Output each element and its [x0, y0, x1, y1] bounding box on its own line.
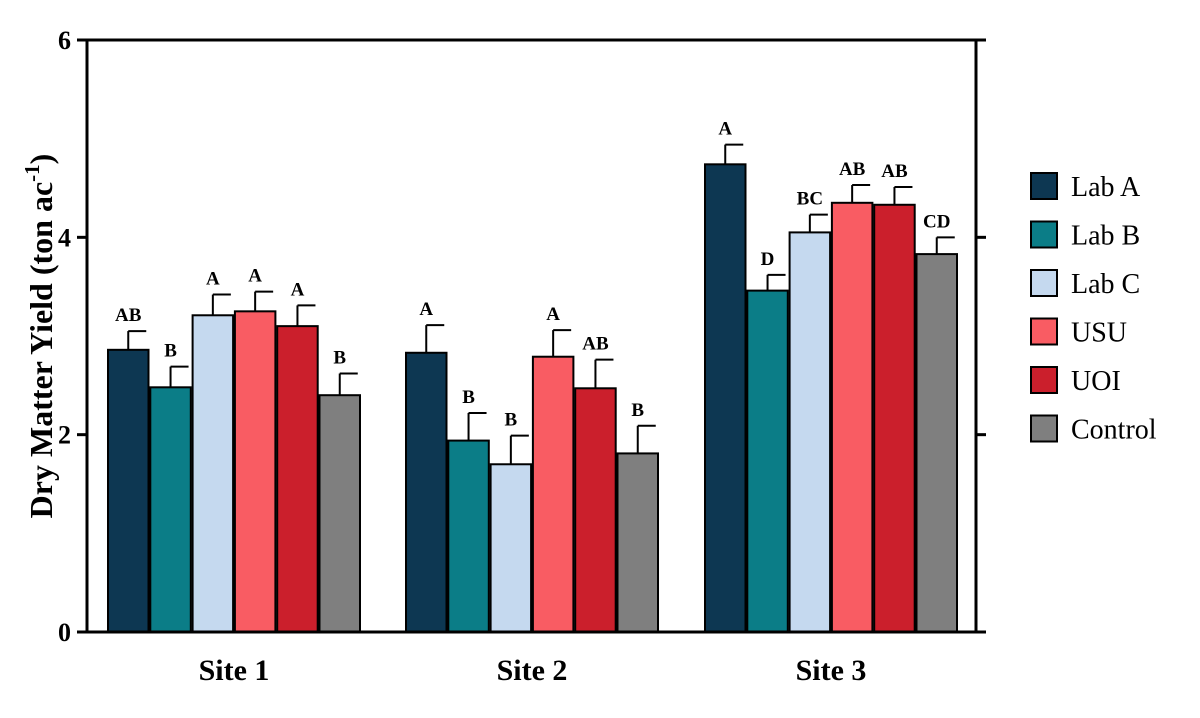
legend-swatch-lab-c: [1030, 269, 1058, 297]
bar-lab-a-site-2: [405, 351, 448, 633]
legend-swatch-control: [1030, 414, 1058, 443]
x-category-label: Site 2: [497, 654, 568, 687]
significance-letter: A: [248, 266, 262, 287]
y-axis-label-superscript: -1: [20, 164, 44, 182]
y-tick-label: 6: [58, 26, 71, 55]
x-category-label: Site 3: [796, 654, 867, 687]
significance-letter: A: [419, 299, 433, 320]
bar-lab-b-site-1: [149, 386, 192, 633]
bar-lab-c-site-3: [788, 231, 832, 633]
y-axis-label-suffix: ): [23, 154, 59, 165]
significance-letter: B: [631, 400, 644, 421]
bar-uoi-site-2: [574, 387, 617, 633]
bar-lab-c-site-2: [489, 463, 533, 633]
y-axis-label-main: Dry Matter Yield (ton ac: [23, 182, 59, 518]
significance-letter: B: [164, 341, 177, 362]
significance-letter: B: [505, 410, 518, 431]
bar-lab-b-site-2: [447, 439, 490, 633]
legend-label: Lab C: [1071, 269, 1140, 300]
bar-lab-a-site-1: [107, 348, 150, 633]
bar-control-site-1: [318, 394, 361, 634]
bar-control-site-2: [616, 452, 659, 633]
legend-label: Lab A: [1071, 172, 1141, 203]
significance-letter: A: [718, 119, 732, 140]
significance-letter: AB: [115, 305, 142, 326]
significance-letter: D: [761, 249, 775, 270]
bar-lab-b-site-3: [746, 289, 789, 633]
bar-lab-a-site-3: [704, 163, 747, 633]
significance-letter: A: [291, 279, 305, 300]
bar-usu-site-1: [233, 310, 277, 633]
y-tick-label: 0: [58, 618, 71, 647]
bar-uoi-site-3: [873, 203, 916, 633]
legend-swatch-usu: [1030, 317, 1058, 346]
significance-letter: B: [462, 387, 475, 408]
bar-usu-site-3: [830, 201, 874, 634]
legend-swatch-lab-b: [1030, 220, 1058, 249]
y-tick-label: 2: [58, 421, 71, 450]
significance-letter: B: [333, 347, 346, 368]
significance-letter: A: [206, 269, 220, 290]
plot-frame: [85, 38, 978, 634]
significance-letter: A: [546, 304, 560, 325]
error-bars-layer: [127, 143, 955, 465]
significance-letter: BC: [797, 189, 823, 210]
significance-letter: CD: [923, 211, 950, 232]
significance-letter: AB: [881, 161, 908, 182]
bar-uoi-site-1: [276, 325, 319, 633]
bar-lab-c-site-1: [191, 314, 235, 633]
legend-label: Control: [1071, 415, 1157, 446]
bar-control-site-3: [915, 253, 958, 634]
bar-usu-site-2: [531, 355, 575, 633]
legend-label: USU: [1071, 318, 1127, 349]
legend-label: UOI: [1071, 366, 1121, 397]
significance-letter: AB: [839, 159, 866, 180]
bars-layer: [107, 163, 958, 634]
y-axis-label: Dry Matter Yield (ton ac-1): [20, 154, 59, 519]
y-tick-label: 4: [58, 223, 71, 252]
legend-swatch-lab-a: [1030, 172, 1058, 200]
legend-swatch-uoi: [1030, 366, 1058, 394]
legend: Lab A Lab B Lab C USU UOI Control: [1030, 172, 1157, 446]
axis-layer: 0 2 4 6 Site 1 Site 2 Site 3: [58, 26, 986, 687]
significance-letter: AB: [582, 334, 609, 355]
x-category-label: Site 1: [199, 654, 270, 687]
legend-label: Lab B: [1071, 221, 1140, 252]
